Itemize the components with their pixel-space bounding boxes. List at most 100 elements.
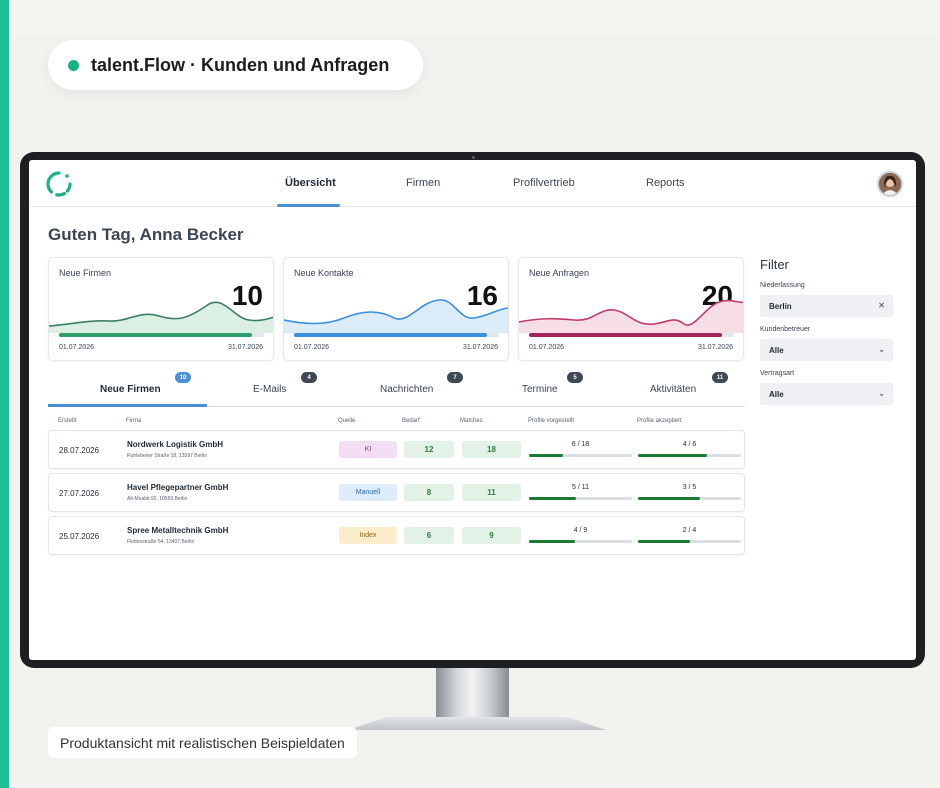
kpi-date-to: 31.07.2026 [227,344,263,351]
status-dot [68,59,79,71]
accepted-progress-fill [638,454,707,457]
kpi-progress-track [529,333,734,337]
table-header-erstellt[interactable]: Erstellt [58,418,77,424]
top-navigation: Übersicht Firmen Profilvertrieb Reports [29,160,916,207]
nav-tab-profilvertrieb[interactable]: Profilvertrieb [513,177,575,189]
sparkline-neue-kontakte [284,299,508,333]
user-avatar[interactable] [877,171,903,197]
table-row[interactable]: 27.07.2026 Havel Pflegepartner GmbH Alt-… [48,473,745,512]
filter-select-niederlassung[interactable]: Berlin ✕ [760,295,893,317]
kpi-progress-fill [294,333,487,337]
table-header-profile-vorgestellt[interactable]: Profile vorgestellt [528,418,575,424]
table-header-bedarf[interactable]: Bedarf [402,418,420,424]
filter-label-kundenbetreuer: Kundenbetreuer [760,326,811,333]
accepted-progress-fill [638,540,690,543]
presented-label: 5 / 11 [572,484,589,491]
tab-count-badge: 5 [567,372,583,383]
matches-chip: 11 [462,484,521,501]
source-chip: KI [339,441,397,458]
monitor-stand-neck [436,668,509,718]
presented-progress-fill [529,497,576,500]
filter-value: Alle [769,345,784,355]
top-strip [9,0,940,34]
chevron-down-icon: ⌄ [878,345,885,354]
sparkline-neue-firmen [49,301,273,333]
row-company-name[interactable]: Spree Metalltechnik GmbH [127,526,229,535]
table-row[interactable]: 28.07.2026 Nordwerk Logistik GmbH Ruhleb… [48,430,745,469]
table-row[interactable]: 25.07.2026 Spree Metalltechnik GmbH Flot… [48,516,745,555]
presented-progress-fill [529,454,564,457]
presented-label: 6 / 18 [571,441,590,448]
bedarf-chip: 8 [404,484,454,501]
filter-label-vertragsart: Vertragsart [760,370,795,377]
kpi-date-to: 31.07.2026 [462,344,498,351]
sparkline-neue-anfragen [519,299,743,333]
row-company-address: Ruhlebener Straße 18, 13597 Berlin [127,453,208,459]
filter-value: Alle [769,389,784,399]
row-company-name[interactable]: Nordwerk Logistik GmbH [127,440,224,449]
nav-tab-uebersicht[interactable]: Übersicht [285,177,336,189]
tab-nachrichten[interactable]: Nachrichten [380,384,434,395]
row-company-name[interactable]: Havel Pflegepartner GmbH [127,483,229,492]
kpi-progress-track [59,333,264,337]
accepted-label: 3 / 5 [682,484,697,491]
kpi-card-neue-firmen[interactable]: Neue Firmen 10 01.07.2026 31.07.2026 [48,257,274,361]
tab-count-badge: 11 [712,372,728,383]
camera-dot [472,156,475,159]
tab-active-indicator [48,404,207,407]
kpi-date-from: 01.07.2026 [294,344,330,351]
nav-tab-firmen[interactable]: Firmen [406,177,441,189]
tab-aktivitaeten[interactable]: Aktivitäten [650,384,697,395]
nav-tab-reports[interactable]: Reports [646,177,685,189]
filter-label-niederlassung: Niederlassung [760,282,805,289]
matches-chip: 18 [462,441,521,458]
presented-progress-track [529,540,632,543]
filter-select-kundenbetreuer[interactable]: Alle ⌄ [760,339,893,361]
monitor: Übersicht Firmen Profilvertrieb Reports … [20,152,925,668]
accepted-label: 2 / 4 [682,527,697,534]
tab-count-badge: 10 [175,372,191,383]
tab-termine[interactable]: Termine [522,384,558,395]
source-chip: Manuell [339,484,397,501]
tab-e-mails[interactable]: E-Mails [253,384,287,395]
kpi-progress-fill [529,333,722,337]
app-screen: Übersicht Firmen Profilvertrieb Reports … [29,160,916,660]
kpi-date-from: 01.07.2026 [529,344,565,351]
row-company-address: Flottenstraße 54, 13407 Berlin [127,539,195,545]
kpi-label: Neue Kontakte [294,268,354,278]
tab-neue-firmen[interactable]: Neue Firmen [100,384,161,395]
bedarf-chip: 12 [404,441,454,458]
kpi-card-neue-kontakte[interactable]: Neue Kontakte 16 01.07.2026 31.07.2026 [283,257,509,361]
tabs-divider [48,406,745,407]
clear-icon[interactable]: ✕ [878,301,885,310]
tab-count-badge: 7 [447,372,463,383]
kpi-label: Neue Firmen [59,268,112,278]
kpi-card-neue-anfragen[interactable]: Neue Anfragen 20 01.07.2026 31.07.2026 [518,257,744,361]
chevron-down-icon: ⌄ [878,389,885,398]
kpi-date-from: 01.07.2026 [59,344,95,351]
greeting-heading: Guten Tag, Anna Becker [48,225,244,244]
accepted-progress-track [638,540,741,543]
accent-bar [0,0,9,788]
kpi-value: 16 [466,280,498,311]
presented-progress-fill [529,540,575,543]
monitor-stand-base [348,717,606,730]
caption-label: Produktansicht mit realistischen Beispie… [48,727,357,758]
table-header-firma[interactable]: Firma [126,418,142,424]
banner-title: talent.Flow · Kunden und Anfragen [91,54,390,75]
row-date: 28.07.2026 [59,446,100,455]
presented-label: 4 / 9 [573,527,588,534]
avatar-person-icon [879,173,901,195]
matches-chip: 9 [462,527,521,544]
filter-select-vertragsart[interactable]: Alle ⌄ [760,383,893,405]
filter-title: Filter [760,257,789,272]
product-banner: talent.Flow · Kunden und Anfragen [48,40,423,90]
table-header-profile-akzeptiert[interactable]: Profile akzeptiert [637,418,682,424]
kpi-progress-track [294,333,499,337]
row-company-address: Alt-Moabit 92, 10559 Berlin [127,496,188,502]
table-header-quelle[interactable]: Quelle [338,418,356,424]
table-header-matches[interactable]: Matches [460,418,483,424]
row-date: 27.07.2026 [59,489,100,498]
app-logo-icon[interactable] [45,170,73,198]
accepted-progress-fill [638,497,700,500]
